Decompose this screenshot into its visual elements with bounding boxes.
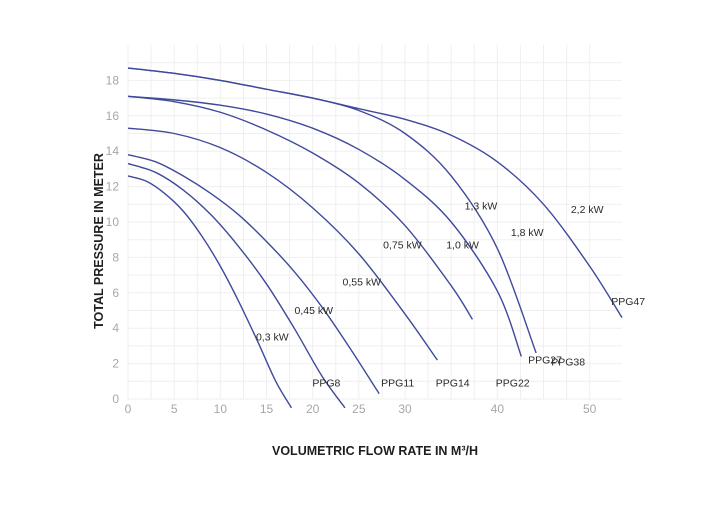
pump-curve-ppg8 bbox=[127, 175, 293, 409]
x-tick-label: 15 bbox=[260, 402, 274, 416]
curve-label: 1,8 kW bbox=[511, 227, 544, 239]
y-tick-label: 8 bbox=[112, 250, 119, 264]
curve-label: PPG8 bbox=[312, 378, 340, 390]
y-tick-label: 10 bbox=[106, 215, 120, 229]
x-tick-label: 30 bbox=[398, 402, 412, 416]
curve-label: 0,45 kW bbox=[294, 305, 333, 317]
x-axis-ticks: 0 5 10 15 20 25 30 40 50 bbox=[125, 402, 597, 416]
curve-label: PPG22 bbox=[496, 378, 530, 390]
curve-label: 0,55 kW bbox=[342, 277, 381, 289]
curve-label: 1,3 kW bbox=[465, 201, 498, 213]
y-axis-ticks: 0 2 4 6 8 10 12 14 16 18 bbox=[106, 73, 120, 406]
x-tick-label: 40 bbox=[491, 402, 505, 416]
x-axis-label: VOLUMETRIC FLOW RATE IN M³/H bbox=[272, 444, 478, 458]
y-tick-label: 18 bbox=[106, 73, 120, 87]
curve-label: 0,3 kW bbox=[256, 332, 289, 344]
y-tick-label: 6 bbox=[112, 286, 119, 300]
y-tick-label: 0 bbox=[112, 392, 119, 406]
y-tick-label: 12 bbox=[106, 180, 120, 194]
x-tick-label: 50 bbox=[583, 402, 597, 416]
pump-curve-ppg22 bbox=[127, 127, 438, 361]
y-tick-label: 14 bbox=[106, 144, 120, 158]
curve-label: PPG14 bbox=[436, 378, 470, 390]
pump-curve-ppg11 bbox=[127, 162, 346, 409]
grid bbox=[127, 45, 622, 400]
curve-label: PPG11 bbox=[381, 378, 414, 390]
y-tick-label: 16 bbox=[106, 109, 120, 123]
curve-label: PPG27 bbox=[528, 355, 562, 367]
pump-curve-series-7 bbox=[127, 67, 623, 318]
y-tick-label: 4 bbox=[112, 321, 119, 335]
y-axis-label: TOTAL PRESSURE IN METER bbox=[92, 153, 106, 329]
curve-labels: 0,3 kW 0,45 kW 0,55 kW 0,75 kW 1,0 kW 1,3 kW 1… bbox=[256, 201, 645, 390]
x-tick-label: 5 bbox=[171, 402, 178, 416]
pump-curve-ppg38 bbox=[127, 95, 523, 357]
x-tick-label: 25 bbox=[352, 402, 366, 416]
x-tick-label: 0 bbox=[125, 402, 132, 416]
pump-curve-ppg27 bbox=[127, 95, 474, 320]
curve-label: 0,75 kW bbox=[383, 240, 422, 252]
x-tick-label: 10 bbox=[214, 402, 228, 416]
pump-curves bbox=[127, 67, 623, 409]
curve-label: 1,0 kW bbox=[446, 240, 479, 252]
curve-label: PPG47 bbox=[611, 296, 645, 308]
y-tick-label: 2 bbox=[112, 357, 119, 371]
x-tick-label: 20 bbox=[306, 402, 320, 416]
curve-label: 2,2 kW bbox=[571, 204, 604, 216]
pump-curve-ppg14 bbox=[127, 154, 380, 395]
curve-label: PPG38 bbox=[551, 356, 585, 368]
